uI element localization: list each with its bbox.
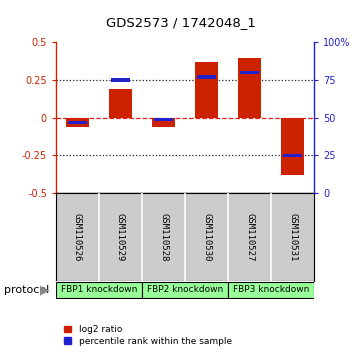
Bar xyxy=(154,118,173,121)
Text: GSM110531: GSM110531 xyxy=(288,213,297,261)
Text: FBP1 knockdown: FBP1 knockdown xyxy=(61,285,137,295)
Text: GSM110526: GSM110526 xyxy=(73,213,82,261)
Bar xyxy=(143,282,227,298)
Text: ▶: ▶ xyxy=(40,284,50,297)
Bar xyxy=(195,62,218,118)
Bar xyxy=(229,282,314,298)
Text: GDS2573 / 1742048_1: GDS2573 / 1742048_1 xyxy=(105,16,256,29)
Bar xyxy=(283,154,302,157)
Bar xyxy=(152,118,175,127)
Legend: log2 ratio, percentile rank within the sample: log2 ratio, percentile rank within the s… xyxy=(61,321,235,349)
Bar xyxy=(111,79,130,82)
Bar xyxy=(281,118,304,175)
Text: GSM110527: GSM110527 xyxy=(245,213,254,261)
Bar xyxy=(197,75,216,79)
Bar xyxy=(68,121,87,124)
Text: FBP2 knockdown: FBP2 knockdown xyxy=(147,285,223,295)
Text: FBP3 knockdown: FBP3 knockdown xyxy=(233,285,309,295)
Bar xyxy=(240,71,259,74)
Bar xyxy=(66,118,89,127)
Text: GSM110528: GSM110528 xyxy=(159,213,168,261)
Text: GSM110530: GSM110530 xyxy=(202,213,211,261)
Bar xyxy=(109,89,132,118)
Text: protocol: protocol xyxy=(4,285,49,295)
Bar xyxy=(238,58,261,118)
Text: GSM110529: GSM110529 xyxy=(116,213,125,261)
Bar xyxy=(56,282,142,298)
